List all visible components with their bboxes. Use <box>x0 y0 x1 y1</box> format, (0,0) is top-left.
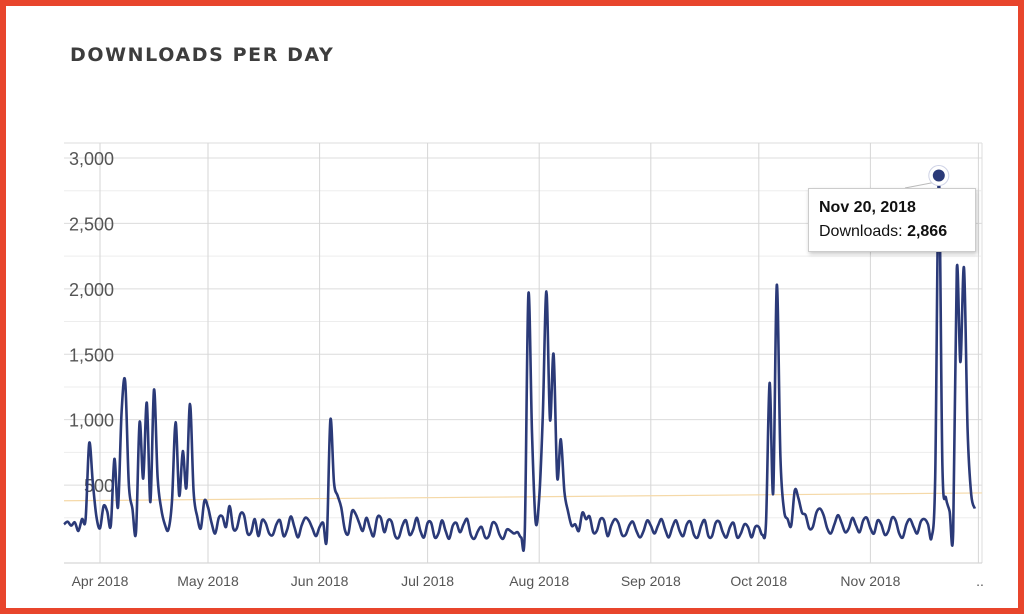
y-tick-label: 1,500 <box>69 345 114 365</box>
y-tick-label: 2,500 <box>69 214 114 234</box>
x-tick-label: Nov 2018 <box>840 573 900 589</box>
x-tick-label: May 2018 <box>177 573 239 589</box>
y-tick-label: 3,000 <box>69 149 114 169</box>
y-tick-label: 1,000 <box>69 411 114 431</box>
y-tick-label: 2,000 <box>69 280 114 300</box>
x-tick-label: Sep 2018 <box>621 573 681 589</box>
x-tick-label: Jun 2018 <box>291 573 349 589</box>
series-line-downloads[interactable] <box>63 174 977 552</box>
highlight-point-group <box>928 165 950 187</box>
x-tick-label: Jul 2018 <box>401 573 454 589</box>
tooltip-date: Nov 20, 2018 <box>819 199 916 216</box>
grid <box>64 142 983 564</box>
tooltip-value: 2,866 <box>907 223 948 240</box>
x-axis: Apr 2018 May 2018 Jun 2018 Jul 2018 Aug 2018… <box>72 573 984 589</box>
x-tick-label: Oct 2018 <box>730 573 787 589</box>
x-tick-label: Apr 2018 <box>72 573 129 589</box>
chart-title: DOWNLOADS PER DAY <box>70 44 335 66</box>
x-tick-label: Aug 2018 <box>509 573 569 589</box>
trend-line <box>63 492 983 502</box>
tooltip-label: Downloads: <box>819 223 903 240</box>
highlight-point <box>930 167 947 184</box>
tooltip: Nov 20, 2018 Downloads: 2,866 <box>808 188 976 252</box>
tooltip-row: Downloads: 2,866 <box>819 220 965 244</box>
x-tick-label: .. <box>976 573 984 589</box>
